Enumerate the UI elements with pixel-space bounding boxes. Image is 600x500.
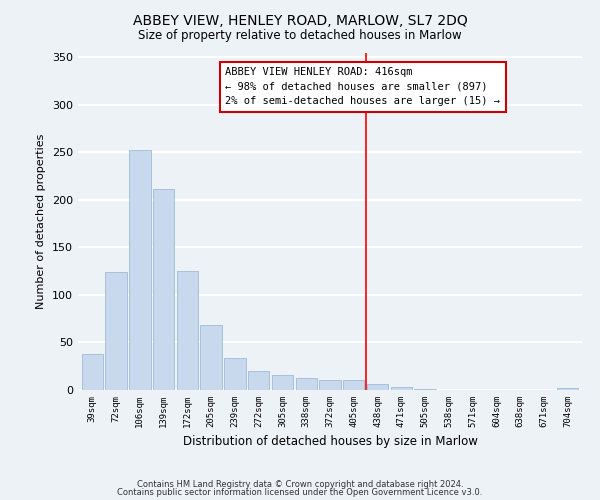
Bar	[82, 354, 103, 390]
Bar	[272, 375, 293, 390]
Bar	[106, 272, 127, 390]
X-axis label: Distribution of detached houses by size in Marlow: Distribution of detached houses by size …	[182, 436, 478, 448]
Bar	[224, 358, 245, 390]
Bar	[129, 150, 151, 390]
Y-axis label: Number of detached properties: Number of detached properties	[37, 134, 46, 309]
Text: Size of property relative to detached houses in Marlow: Size of property relative to detached ho…	[138, 29, 462, 42]
Text: Contains HM Land Registry data © Crown copyright and database right 2024.: Contains HM Land Registry data © Crown c…	[137, 480, 463, 489]
Bar	[391, 387, 412, 390]
Bar	[557, 388, 578, 390]
Bar	[415, 389, 436, 390]
Bar	[200, 326, 222, 390]
Bar	[153, 190, 174, 390]
Text: ABBEY VIEW HENLEY ROAD: 416sqm
← 98% of detached houses are smaller (897)
2% of : ABBEY VIEW HENLEY ROAD: 416sqm ← 98% of …	[226, 67, 500, 106]
Bar	[296, 378, 317, 390]
Bar	[176, 271, 198, 390]
Bar	[248, 371, 269, 390]
Text: Contains public sector information licensed under the Open Government Licence v3: Contains public sector information licen…	[118, 488, 482, 497]
Bar	[343, 380, 364, 390]
Bar	[367, 384, 388, 390]
Text: ABBEY VIEW, HENLEY ROAD, MARLOW, SL7 2DQ: ABBEY VIEW, HENLEY ROAD, MARLOW, SL7 2DQ	[133, 14, 467, 28]
Bar	[319, 380, 341, 390]
